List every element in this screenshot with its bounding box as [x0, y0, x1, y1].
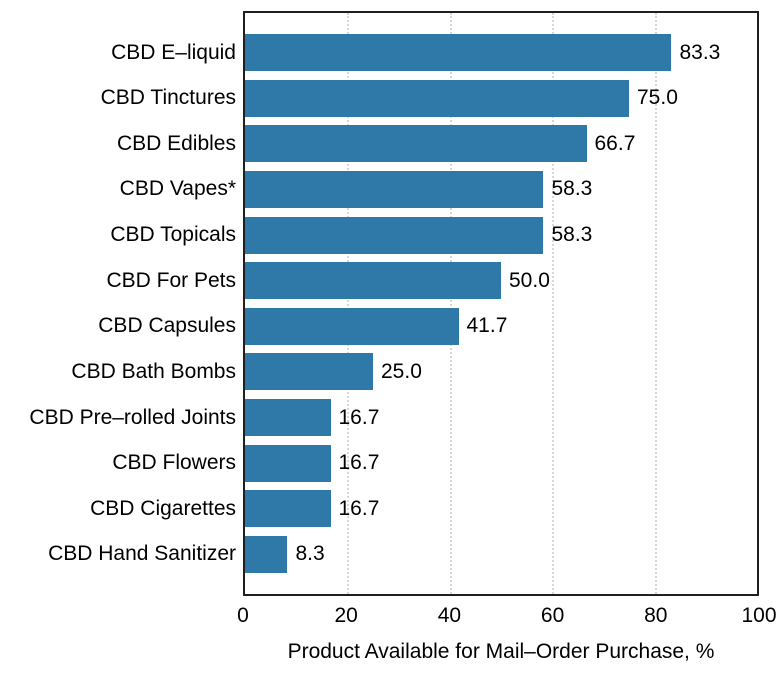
bar-value-label: 50.0: [509, 268, 550, 292]
bar-value-label: 8.3: [295, 542, 325, 566]
bar: [245, 170, 544, 208]
bar: [245, 307, 459, 345]
category-label: CBD E–liquid: [111, 40, 236, 64]
category-label: CBD Edibles: [116, 131, 236, 155]
bar-row: 16.7: [245, 490, 757, 528]
bar: [245, 490, 331, 528]
x-tick-label: 80: [644, 604, 668, 627]
bar-row: 16.7: [245, 399, 757, 436]
bar: [245, 125, 587, 163]
bar: [245, 79, 629, 117]
bar: [245, 34, 672, 71]
bar: [245, 399, 331, 436]
bar-row: 50.0: [245, 262, 757, 300]
bar: [245, 262, 501, 300]
gridline: [449, 13, 452, 594]
bar-value-label: 66.7: [594, 131, 636, 155]
x-tick-label: 0: [237, 604, 249, 627]
bar-row: 58.3: [245, 170, 757, 208]
category-label: CBD Topicals: [110, 223, 236, 246]
bar-row: 16.7: [245, 444, 757, 482]
bar-value-label: 58.3: [551, 223, 593, 246]
category-label: CBD Flowers: [112, 451, 236, 475]
gridline: [347, 13, 350, 594]
gridline: [552, 13, 555, 594]
bars-container: 83.3 75.0 66.7 58.3 58.3 50.0 41.7 25.0 16.7 16.7…: [245, 13, 757, 594]
bar-row: 8.3: [245, 535, 757, 573]
bar-value-label: 25.0: [381, 359, 422, 383]
bar-value-label: 16.7: [338, 496, 380, 520]
category-label: CBD For Pets: [106, 268, 236, 292]
bar: [245, 444, 331, 482]
x-tick-label: 60: [540, 604, 565, 627]
category-label: CBD Vapes*: [119, 177, 236, 201]
x-tick-label: 40: [437, 604, 462, 627]
category-label: CBD Pre–rolled Joints: [29, 405, 236, 429]
bar-value-label: 58.3: [551, 177, 593, 201]
bar-value-label: 16.7: [338, 451, 380, 475]
bar-row: 41.7: [245, 307, 757, 345]
bar-value-label: 16.7: [338, 405, 380, 429]
category-label: CBD Bath Bombs: [71, 359, 236, 383]
bar-value-label: 41.7: [466, 314, 508, 338]
category-label: CBD Cigarettes: [90, 496, 236, 520]
x-tick-label: 20: [334, 604, 358, 627]
x-axis-tick-labels: 0 20 40 60 80 100: [237, 604, 776, 632]
bar-row: 25.0: [245, 353, 757, 391]
bar-row: 58.3: [245, 216, 757, 254]
y-axis-category-labels: CBD E–liquid CBD Tinctures CBD Edibles CBD …: [0, 13, 236, 594]
bar: [245, 353, 373, 391]
gridline: [654, 13, 657, 594]
bar-row: 83.3: [245, 34, 757, 71]
x-axis-title: Product Available for Mail–Order Purchas…: [287, 640, 715, 663]
bar: [245, 535, 288, 573]
category-label: CBD Tinctures: [100, 86, 236, 110]
bar-value-label: 75.0: [637, 86, 678, 110]
category-label: CBD Capsules: [98, 314, 236, 338]
bar: [245, 216, 544, 254]
category-label: CBD Hand Sanitizer: [48, 542, 236, 566]
bar-row: 66.7: [245, 125, 757, 163]
plot-area: 83.3 75.0 66.7 58.3 58.3 50.0 41.7 25.0 16.7 16.7…: [243, 11, 759, 596]
x-tick-label: 100: [741, 604, 777, 627]
bar-row: 75.0: [245, 79, 757, 117]
bar-value-label: 83.3: [679, 40, 721, 64]
